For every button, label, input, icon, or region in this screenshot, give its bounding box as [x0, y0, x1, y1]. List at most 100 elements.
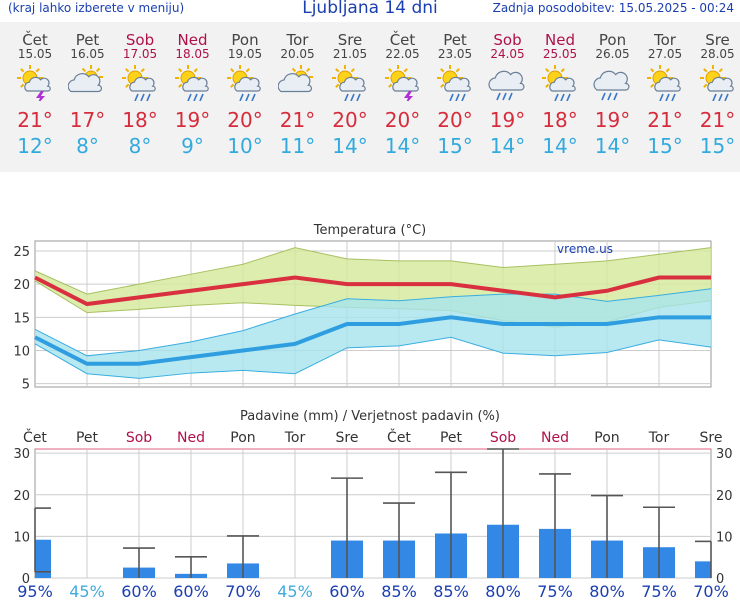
sun-rain-icon: [647, 65, 681, 101]
probability-label: 85%: [381, 582, 417, 600]
min-temperature: 15°: [437, 134, 473, 158]
day-date: 27.05: [647, 47, 683, 61]
probability-label: 45%: [277, 582, 313, 600]
min-temperature: 14°: [594, 134, 631, 158]
x-tick-label: Sob: [126, 430, 152, 446]
watermark: vreme.us: [557, 242, 613, 256]
day-column: Čet 15.05 21° 12°: [9, 22, 61, 157]
max-temperature: 21°: [699, 108, 736, 132]
max-temperature: 20°: [227, 108, 263, 132]
x-tick-label: Pon: [594, 430, 619, 446]
max-temperature: 21°: [279, 108, 316, 132]
cloud-rain-icon: [487, 70, 524, 101]
day-date: 21.05: [332, 47, 368, 61]
min-temperature: 14°: [384, 134, 421, 158]
day-date: 24.05: [490, 47, 525, 61]
day-name: Čet: [389, 31, 416, 49]
x-tick-label: Ned: [177, 430, 205, 446]
probability-label: 80%: [485, 582, 521, 600]
min-band-lower-edge: [34, 336, 712, 379]
cloud-rain-icon: [592, 70, 629, 101]
day-date: 26.05: [595, 47, 630, 61]
day-column: Ned 18.05 19° 9°: [167, 22, 219, 157]
last-update: Zadnja posodobitev: 15.05.2025 - 00:24: [492, 1, 734, 15]
day-name: Sob: [493, 31, 522, 49]
y-tick-label: 10: [13, 345, 30, 360]
min-temperature: 10°: [227, 134, 263, 158]
probability-label: 60%: [121, 582, 157, 600]
y-tick-label-right: 20: [716, 489, 733, 504]
day-date: 15.05: [17, 47, 53, 61]
precipitation-bar: [695, 561, 711, 578]
y-tick-label: 25: [13, 245, 30, 260]
min-temperature: 14°: [489, 134, 526, 158]
cloud-sun-icon: [277, 65, 313, 93]
precipitation-bar: [35, 539, 51, 578]
x-tick-label: Sob: [490, 430, 516, 446]
sun-rain-icon: [699, 65, 734, 101]
day-date: 23.05: [437, 47, 473, 61]
day-date: 16.05: [70, 47, 105, 61]
header-hint: (kraj lahko izberete v meniju): [8, 1, 185, 15]
min-temperature: 11°: [279, 134, 316, 158]
day-name: Ned: [545, 31, 575, 49]
min-temperature: 15°: [699, 134, 736, 158]
probability-label: 60%: [173, 582, 209, 600]
probability-label: 80%: [589, 582, 625, 600]
y-tick-label-right: 10: [716, 530, 733, 545]
sun-rain-icon: [542, 65, 576, 101]
sun-thunder-icon: [17, 65, 51, 101]
sun-rain-icon: [437, 65, 471, 101]
day-column: Ned 25.05 18° 14°: [534, 22, 586, 157]
page-title: Ljubljana 14 dni: [302, 0, 438, 18]
min-temperature: 8°: [128, 134, 152, 158]
day-name: Ned: [177, 31, 208, 49]
day-name: Pon: [598, 31, 627, 49]
day-column: Sre 21.05 20° 14°: [324, 22, 376, 157]
max-temperature-line: [34, 275, 711, 307]
day-name: Čet: [22, 31, 48, 49]
max-temperature: 20°: [332, 108, 368, 132]
min-temperature: 12°: [17, 134, 53, 158]
max-temperature: 18°: [542, 108, 578, 132]
min-temperature: 15°: [647, 134, 683, 158]
probability-label: 60%: [329, 582, 365, 600]
day-column: Pet 16.05 17° 8°: [62, 22, 114, 157]
probability-label: 75%: [641, 582, 677, 600]
sun-rain-icon: [122, 65, 156, 101]
y-tick-label: 20: [13, 278, 30, 293]
y-tick-label-right: 30: [716, 447, 733, 462]
day-date: 19.05: [227, 47, 263, 61]
x-tick-label: Tor: [284, 430, 306, 446]
x-tick-label: Sre: [700, 430, 723, 446]
max-temperature: 21°: [647, 108, 683, 132]
day-name: Tor: [286, 31, 309, 49]
min-temperature: 9°: [181, 134, 204, 158]
y-tick-label: 20: [13, 489, 30, 504]
day-column: Pon 19.05 20° 10°: [219, 22, 271, 157]
min-temperature-line: [34, 315, 711, 366]
day-name: Sre: [337, 31, 363, 49]
chart-title: Temperatura (°C): [313, 223, 426, 238]
min-band-upper-edge: [34, 288, 712, 357]
day-column: Tor 20.05 21° 11°: [272, 22, 324, 157]
probability-label: 70%: [693, 582, 729, 600]
day-name: Sob: [125, 31, 155, 49]
day-date: 18.05: [175, 47, 210, 61]
day-column: Pon 26.05 19° 14°: [587, 22, 639, 157]
day-date: 28.05: [700, 47, 735, 61]
precipitation-chart: Padavine (mm) / Verjetnost padavin (%) Če…: [13, 409, 733, 600]
x-tick-label: Čet: [23, 428, 47, 446]
probability-label: 75%: [537, 582, 573, 600]
y-tick-label: 30: [13, 447, 30, 462]
temperature-chart: Temperatura (°C) 5 10 15 20 25 vreme.us: [13, 223, 712, 393]
day-name: Tor: [654, 31, 676, 49]
min-temperature: 14°: [332, 134, 368, 158]
max-temperature: 19°: [489, 108, 526, 132]
min-temperature: 8°: [76, 134, 99, 158]
day-column: Sob 24.05 19° 14°: [482, 22, 534, 157]
day-date: 25.05: [542, 47, 578, 61]
y-tick-label-right: 0: [716, 572, 724, 587]
x-tick-label: Pet: [440, 430, 463, 446]
day-column: Pet 23.05 20° 15°: [429, 22, 481, 157]
